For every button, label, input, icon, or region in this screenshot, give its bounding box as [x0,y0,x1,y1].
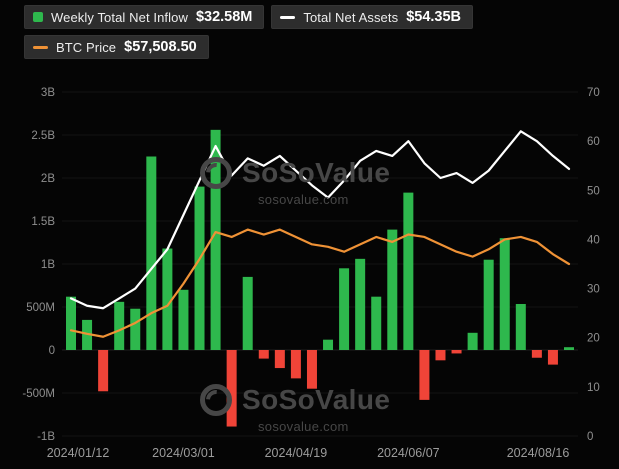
green-square-marker-icon [33,12,43,22]
legend-item-btc-price[interactable]: BTC Price $57,508.50 [24,35,209,59]
svg-text:60: 60 [587,136,600,148]
legend-item-total-net-assets[interactable]: Total Net Assets $54.35B [271,5,474,29]
svg-text:70: 70 [587,87,600,99]
svg-text:0: 0 [49,345,55,357]
svg-text:0: 0 [587,431,593,443]
legend-value-total-net-assets: $54.35B [406,9,462,25]
legend-row-1: Weekly Total Net Inflow $32.58M Total Ne… [24,5,474,29]
legend-label-btc-price: BTC Price [56,39,117,55]
legend-row-2: BTC Price $57,508.50 [24,35,473,59]
legend-label-total-net-assets: Total Net Assets [303,9,399,25]
svg-text:40: 40 [587,234,600,246]
svg-text:2024/04/19: 2024/04/19 [265,446,328,460]
svg-text:500M: 500M [26,302,55,314]
legend-value-weekly-net-inflow: $32.58M [195,9,253,25]
legend-value-btc-price: $57,508.50 [124,39,197,55]
svg-text:1B: 1B [41,259,55,271]
svg-text:2024/01/12: 2024/01/12 [47,446,110,460]
svg-text:-1B: -1B [37,431,55,443]
svg-text:50: 50 [587,185,600,197]
svg-text:2024/03/01: 2024/03/01 [152,446,215,460]
svg-text:2.5B: 2.5B [31,130,55,142]
white-line-marker-icon [280,15,296,19]
svg-text:20: 20 [587,333,600,345]
legend: Weekly Total Net Inflow $32.58M Total Ne… [24,5,474,65]
orange-line-marker-icon [33,45,48,49]
legend-item-weekly-net-inflow[interactable]: Weekly Total Net Inflow $32.58M [24,5,265,29]
svg-text:2B: 2B [41,173,55,185]
svg-text:1.5B: 1.5B [31,216,55,228]
svg-text:2024/06/07: 2024/06/07 [377,446,440,460]
legend-label-weekly-net-inflow: Weekly Total Net Inflow [51,9,188,25]
svg-text:-500M: -500M [22,388,55,400]
svg-text:30: 30 [587,284,600,296]
svg-text:2024/08/16: 2024/08/16 [507,446,570,460]
svg-text:10: 10 [587,382,600,394]
svg-text:3B: 3B [41,87,55,99]
